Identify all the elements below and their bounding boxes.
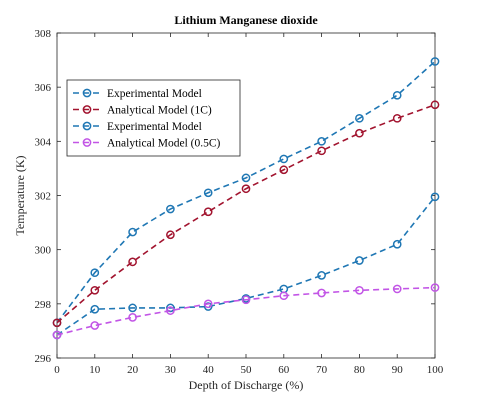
y-tick-label: 296: [35, 353, 52, 365]
data-point: [166, 204, 175, 214]
x-tick-label: 10: [89, 364, 101, 376]
series-line: [56, 196, 436, 336]
legend-marker: [82, 105, 92, 114]
legend-entry: Analytical Model (1C): [73, 105, 212, 117]
series-4: [52, 283, 440, 340]
x-tick-label: 40: [203, 364, 215, 376]
data-point: [317, 271, 326, 280]
data-point: [128, 303, 137, 313]
data-point: [241, 173, 251, 183]
data-point: [241, 184, 251, 194]
series-layer: [52, 57, 440, 340]
y-axis-title: Temperature (K): [13, 155, 27, 235]
data-point: [241, 295, 251, 305]
data-point: [90, 285, 100, 295]
legend-entry: Analytical Model (0.5C): [73, 138, 221, 150]
data-point: [203, 299, 213, 309]
data-point: [392, 239, 402, 249]
legend-label: Analytical Model (1C): [107, 105, 212, 117]
data-point: [355, 113, 364, 123]
data-point: [128, 313, 137, 322]
series-1: [52, 57, 440, 328]
x-tick-label: 60: [278, 364, 290, 376]
data-point: [392, 113, 402, 123]
data-point: [392, 284, 402, 294]
data-point: [430, 57, 440, 66]
legend-label: Analytical Model (0.5C): [107, 138, 221, 150]
x-tick-label: 50: [241, 364, 253, 376]
legend-label: Experimental Model: [107, 88, 202, 100]
x-axis: 0 10 20 30 40 50 60 70 80 90 100: [54, 33, 444, 376]
series-2: [52, 100, 440, 328]
data-point: [166, 303, 175, 313]
data-point: [128, 227, 137, 237]
data-point: [355, 256, 364, 265]
x-tick-label: 100: [427, 364, 444, 376]
legend-marker: [82, 121, 92, 131]
legend-marker: [82, 88, 92, 98]
data-point: [166, 306, 175, 315]
legend-marker: [82, 138, 92, 147]
x-axis-title: Depth of Discharge (%): [189, 378, 304, 392]
data-point: [317, 136, 326, 146]
data-point: [166, 230, 175, 240]
data-point: [355, 285, 364, 295]
y-tick-label: 300: [35, 245, 52, 257]
x-tick-label: 0: [54, 364, 60, 376]
legend-entry: Experimental Model: [73, 88, 202, 100]
series-line: [56, 286, 436, 336]
data-point: [203, 207, 213, 217]
chart-title: Lithium Manganese dioxide: [174, 13, 318, 27]
data-point: [52, 330, 62, 340]
x-tick-label: 20: [127, 364, 139, 376]
data-point: [317, 146, 326, 156]
series-line: [56, 60, 436, 324]
data-point: [430, 100, 440, 110]
data-point: [52, 318, 62, 328]
data-point: [317, 288, 326, 298]
legend-entry: Experimental Model: [73, 121, 202, 133]
data-point: [279, 291, 289, 301]
data-point: [355, 128, 364, 138]
y-tick-label: 308: [35, 28, 52, 40]
data-point: [279, 154, 289, 164]
y-tick-label: 306: [35, 82, 52, 94]
data-point: [392, 90, 402, 100]
series-line: [56, 104, 436, 324]
data-point: [203, 302, 213, 311]
data-point: [279, 165, 289, 175]
data-point: [90, 268, 100, 278]
data-point: [203, 188, 213, 198]
y-axis: 296 298 300 302 304 306 308: [35, 28, 435, 365]
y-tick-label: 298: [35, 299, 52, 311]
x-tick-label: 80: [354, 364, 366, 376]
x-tick-label: 90: [392, 364, 404, 376]
legend: Experimental Model Analytical Model (1C) E…: [66, 79, 241, 157]
x-tick-label: 70: [316, 364, 328, 376]
y-tick-label: 304: [35, 136, 52, 148]
legend-label: Experimental Model: [107, 121, 202, 133]
data-point: [430, 283, 440, 292]
x-tick-label: 30: [165, 364, 177, 376]
data-point: [430, 192, 440, 202]
data-point: [90, 304, 100, 314]
data-point: [128, 257, 137, 267]
y-tick-label: 302: [35, 191, 52, 203]
data-point: [90, 321, 100, 330]
